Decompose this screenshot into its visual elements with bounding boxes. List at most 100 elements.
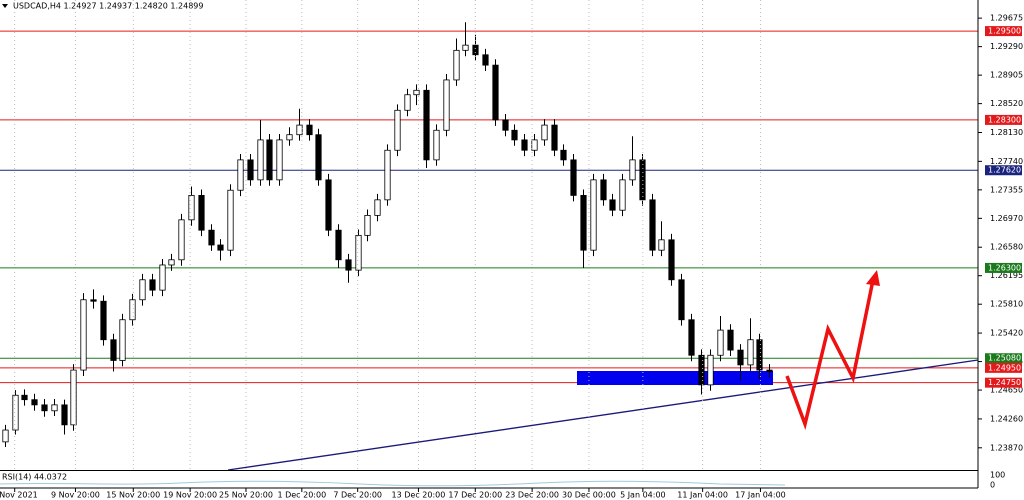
candle-body [247, 159, 254, 181]
x-tick-label: 23 Dec 20:00 [505, 491, 559, 500]
x-tick-label: 17 Jan 04:00 [735, 491, 786, 500]
y-tick-label: 1.29290 [990, 42, 1023, 51]
candle-body [658, 239, 665, 251]
level-tag [985, 353, 1022, 364]
rsi-line [0, 480, 786, 487]
candle-body [511, 129, 518, 141]
level-tag-label: 1.29500 [988, 27, 1021, 36]
y-tick-label: 1.26195 [990, 271, 1023, 280]
level-tag-label: 1.25080 [988, 354, 1021, 363]
candle-body [139, 279, 146, 301]
candle-body [560, 149, 567, 161]
candle-body [237, 159, 244, 191]
y-tick-label: 1.23870 [990, 443, 1023, 452]
candle-body [129, 299, 136, 321]
candle-body [443, 79, 450, 131]
candle-body [364, 214, 371, 236]
candle-body [198, 195, 205, 231]
x-tick-label: 13 Dec 20:00 [392, 491, 446, 500]
candle-body [61, 404, 68, 426]
candle-body [678, 279, 685, 321]
y-tick-label: 1.26970 [990, 214, 1023, 223]
candle-body [482, 54, 489, 66]
candle-body [315, 134, 322, 181]
y-tick-label: 1.28905 [990, 71, 1023, 80]
level-tag-label: 1.24950 [988, 363, 1021, 372]
candle-body [580, 195, 587, 251]
level-tag [985, 26, 1022, 37]
candle-body [629, 159, 636, 181]
chart-title: USDCAD,H4 1.24927 1.24937 1.24820 1.2489… [13, 2, 203, 11]
y-tick-label: 1.28520 [990, 99, 1023, 108]
candle-body [541, 124, 548, 141]
candle-body [502, 119, 509, 131]
candle-body [609, 199, 616, 211]
candle-body [227, 189, 234, 251]
candle-body [110, 339, 117, 361]
candle-body [276, 139, 283, 181]
candle-body [521, 139, 528, 151]
y-tick-label: 1.27355 [990, 185, 1023, 194]
candle-body [639, 159, 646, 201]
y-tick-label: 1.26580 [990, 243, 1023, 252]
candle-body [149, 279, 156, 291]
candle-body [747, 339, 754, 366]
candle-body [100, 300, 107, 341]
candle-body [306, 124, 313, 136]
symbol-menu-icon [2, 4, 8, 8]
candle-body [590, 179, 597, 251]
candle-body [717, 329, 724, 356]
candle-body [70, 369, 77, 426]
candle-body [41, 404, 48, 412]
indicator-label: RSI(14) 44.0372 [2, 473, 67, 482]
x-tick-label: 11 Jan 04:00 [677, 491, 728, 500]
candle-body [737, 349, 744, 366]
candle-body [462, 44, 469, 51]
y-tick-label: 1.29675 [990, 14, 1023, 23]
candle-body [619, 179, 626, 211]
candle-body [766, 369, 773, 372]
candle-body [453, 49, 460, 81]
indicator-tick-label: 100 [990, 471, 1005, 480]
x-tick-label: 1 Dec 20:00 [277, 491, 326, 500]
y-tick-label: 1.25810 [990, 300, 1023, 309]
arrow-head [866, 270, 880, 286]
candle-body [707, 354, 714, 386]
candle-body [208, 229, 215, 246]
candle-body [188, 195, 195, 221]
candle-body [551, 124, 558, 151]
candle-body [159, 264, 166, 291]
y-tick-label: 1.27740 [990, 157, 1023, 166]
candle-body [266, 139, 273, 181]
candle-body [688, 319, 695, 356]
candle-body [374, 199, 381, 216]
y-tick-label: 1.28130 [990, 128, 1023, 137]
candle-body [31, 399, 38, 406]
x-tick-label: 5 Jan 04:00 [620, 491, 666, 500]
candle-body [90, 299, 97, 302]
candle-body [119, 319, 126, 361]
level-tag-label: 1.26300 [988, 263, 1021, 272]
level-tag [985, 114, 1022, 125]
candle-body [21, 394, 28, 401]
candle-body [325, 179, 332, 231]
candle-body [394, 109, 401, 151]
candle-body [384, 149, 391, 201]
candle-body [257, 139, 264, 181]
candle-body [423, 89, 430, 161]
zone-box [577, 371, 773, 385]
level-tag [985, 262, 1022, 273]
x-tick-label: 9 Nov 20:00 [51, 491, 100, 500]
candle-body [413, 89, 420, 96]
x-tick-label: 15 Nov 20:00 [106, 491, 160, 500]
x-tick-label: 30 Dec 00:00 [562, 491, 616, 500]
candle-body [649, 199, 656, 251]
candle-body [668, 239, 675, 281]
level-tag-label: 1.27620 [988, 166, 1021, 175]
y-tick-label: 1.24650 [990, 386, 1023, 395]
y-tick-label: 1.24260 [990, 414, 1023, 423]
x-tick-label: 7 Dec 20:00 [333, 491, 382, 500]
